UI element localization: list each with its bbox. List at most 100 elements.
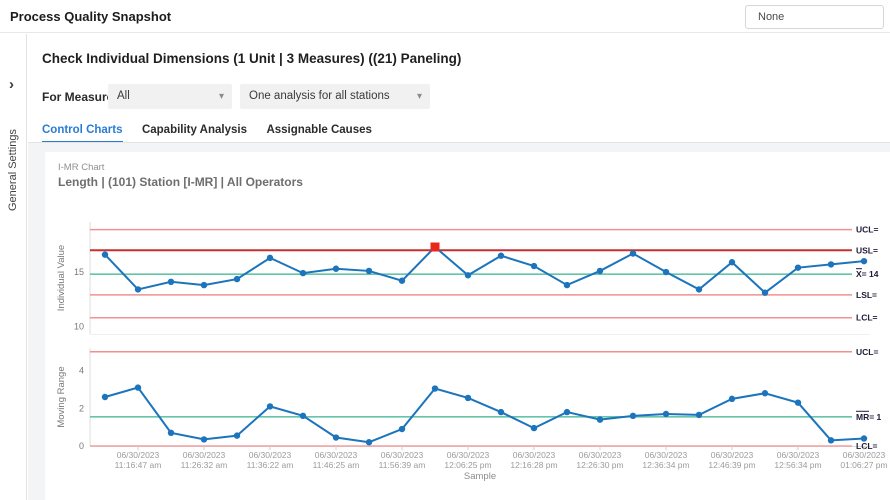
filter-dropdown[interactable]: None [745,5,884,29]
data-point[interactable] [695,286,703,293]
y-axis-title: Individual Value [56,245,67,311]
data-point[interactable] [365,439,373,446]
data-point[interactable] [464,394,472,402]
chevron-down-icon: ▾ [218,91,224,102]
data-point[interactable] [497,408,505,416]
data-point[interactable] [134,384,142,391]
individual-value-chart-series-line [104,245,865,294]
center-label: X= 14 [856,269,879,279]
x-axis-label: 06/30/2023 11:26:32 am [181,450,228,470]
data-point[interactable] [299,269,307,277]
data-point[interactable] [761,289,769,296]
data-point[interactable] [530,262,538,270]
ucl-label: UCL= [856,347,878,357]
filter-dropdown-value: None [758,11,785,23]
tab-capability-analysis[interactable]: Capability Analysis [141,124,247,136]
x-axis-label: 06/30/2023 01:06:27 pm [840,450,887,470]
analysis-select[interactable]: One analysis for all stations ▾ [240,84,430,109]
tab-divider [28,142,890,143]
chart-title: Length | (101) Station [I-MR] | All Oper… [58,175,303,189]
lsl-label: LSL= [856,290,877,300]
moving-range-chart-series-line [104,386,865,444]
measure-select[interactable]: All ▾ [108,84,232,109]
measure-select-value: All [117,90,130,102]
data-point[interactable] [629,250,637,257]
lcl-label: LCL= [856,313,878,323]
data-point[interactable] [695,411,703,419]
x-axis-label: 06/30/2023 12:16:28 pm [510,450,557,470]
data-point[interactable] [662,410,670,418]
data-point[interactable] [761,390,769,397]
chart-kicker: I-MR Chart [58,162,105,173]
analysis-select-value: One analysis for all stations [249,90,390,102]
data-point[interactable] [200,281,208,289]
data-point[interactable] [827,261,835,268]
data-point[interactable] [332,265,340,272]
app-header: Process Quality Snapshot None [0,0,890,33]
data-point[interactable] [233,275,241,283]
data-point[interactable] [728,259,736,266]
chart-card [45,152,890,500]
out-of-control-point[interactable] [430,242,440,252]
x-axis-label: 06/30/2023 12:56:34 pm [774,450,821,470]
x-axis-label: 06/30/2023 12:26:30 pm [576,450,623,470]
data-point[interactable] [167,429,175,437]
data-point[interactable] [266,403,274,410]
data-point[interactable] [464,272,472,279]
data-point[interactable] [200,436,208,443]
data-point[interactable] [332,434,340,441]
data-point[interactable] [728,395,736,403]
tab-bar: Control Charts Capability Analysis Assig… [42,120,387,144]
y-tick-label: 0 [79,441,84,451]
lcl-label: LCL= [856,441,878,451]
center-label: MR= 1 [856,412,882,422]
data-point[interactable] [167,278,175,286]
data-point[interactable] [794,264,802,271]
for-measure-label: For Measure: [42,90,118,104]
data-point[interactable] [431,385,439,392]
data-point[interactable] [596,416,604,423]
x-axis-label: 06/30/2023 12:36:34 pm [642,450,689,470]
data-point[interactable] [530,424,538,432]
x-axis-label: 06/30/2023 11:16:47 am [115,450,162,470]
page-title: Check Individual Dimensions (1 Unit | 3 … [42,51,462,66]
y-tick-label: 4 [79,366,84,376]
y-axis-title: Moving Range [56,366,67,427]
data-point[interactable] [794,399,802,406]
data-point[interactable] [860,435,868,442]
ucl-label: UCL= [856,225,878,235]
data-point[interactable] [563,281,571,289]
data-point[interactable] [398,277,406,284]
data-point[interactable] [860,257,868,265]
tab-assignable-causes[interactable]: Assignable Causes [266,124,372,136]
data-point[interactable] [827,437,835,444]
data-point[interactable] [101,251,109,258]
chevron-down-icon: ▾ [416,91,422,102]
data-point[interactable] [629,412,637,420]
usl-label: USL= [856,245,878,255]
x-axis-label: 06/30/2023 11:56:39 am [379,450,426,470]
chevron-right-icon[interactable]: › [9,76,14,93]
data-point[interactable] [134,286,142,293]
data-point[interactable] [233,432,241,439]
data-point[interactable] [596,267,604,275]
y-tick-label: 10 [74,321,84,331]
app-title: Process Quality Snapshot [10,9,172,24]
data-point[interactable] [662,268,670,276]
data-point[interactable] [563,408,571,416]
y-tick-label: 15 [74,267,84,277]
x-axis-label: 06/30/2023 11:46:25 am [313,450,360,470]
general-settings-sidebar: › General Settings [0,34,27,500]
x-axis-label: 06/30/2023 12:06:25 pm [444,450,491,470]
data-point[interactable] [365,267,373,275]
y-tick-label: 2 [79,403,84,413]
data-point[interactable] [266,254,274,262]
data-point[interactable] [101,393,109,401]
data-point[interactable] [497,252,505,259]
x-axis-label: 06/30/2023 11:36:22 am [247,450,294,470]
data-point[interactable] [398,425,406,433]
x-axis-title: Sample [464,471,496,482]
data-point[interactable] [299,412,307,420]
